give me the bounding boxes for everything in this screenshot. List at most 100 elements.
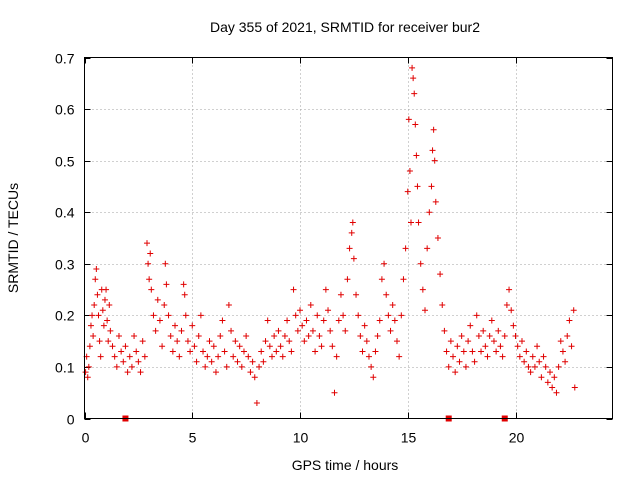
data-point	[404, 188, 411, 195]
data-point	[172, 322, 179, 329]
data-point	[228, 327, 235, 334]
data-point	[240, 348, 247, 355]
data-point	[256, 363, 263, 370]
data-point	[212, 369, 219, 376]
data-point	[99, 307, 106, 314]
x-tick-label: 0	[82, 430, 90, 446]
chart-title: Day 355 of 2021, SRMTID for receiver bur…	[210, 19, 480, 35]
data-point	[544, 379, 551, 386]
data-point	[462, 363, 469, 370]
data-point	[103, 286, 110, 293]
data-point	[482, 343, 489, 350]
y-tick-label: 0.5	[55, 154, 75, 170]
data-point	[387, 327, 394, 334]
data-point	[200, 348, 207, 355]
data-point	[312, 348, 319, 355]
data-point	[456, 358, 463, 365]
data-point	[178, 327, 185, 334]
data-point	[206, 338, 213, 345]
data-point	[162, 260, 169, 267]
data-point	[426, 209, 433, 216]
plot-frame	[84, 57, 613, 419]
data-point	[529, 353, 536, 360]
data-point	[342, 327, 349, 334]
data-point	[516, 353, 523, 360]
data-point	[262, 338, 269, 345]
data-point	[432, 198, 439, 205]
data-point	[137, 369, 144, 376]
data-point	[288, 348, 295, 355]
data-point	[353, 291, 360, 298]
data-point	[551, 374, 558, 381]
data-point	[361, 322, 368, 329]
data-point	[111, 353, 118, 360]
y-tick-label: 0.6	[55, 102, 75, 118]
data-point	[346, 245, 353, 252]
data-point	[92, 276, 99, 283]
data-point	[148, 286, 155, 293]
data-point	[126, 353, 133, 360]
data-point	[434, 235, 441, 241]
data-point	[441, 327, 448, 334]
data-point	[143, 240, 150, 247]
data-point	[437, 271, 444, 278]
data-point	[167, 332, 174, 339]
data-point	[243, 332, 250, 339]
data-point	[396, 353, 403, 360]
data-point	[495, 327, 502, 334]
data-point	[536, 358, 543, 365]
data-point	[124, 369, 131, 376]
data-point	[363, 338, 370, 345]
data-point	[150, 312, 157, 319]
data-point	[410, 75, 417, 82]
data-point	[105, 338, 112, 345]
data-point	[86, 343, 93, 350]
data-point	[87, 322, 94, 329]
data-point	[471, 358, 478, 365]
data-point	[430, 126, 437, 133]
data-point	[204, 353, 211, 360]
data-point	[271, 332, 278, 339]
data-point	[549, 384, 556, 391]
data-point	[318, 343, 325, 350]
data-point	[383, 291, 390, 298]
data-point	[84, 374, 91, 381]
data-point	[277, 343, 284, 350]
data-point	[208, 358, 215, 365]
data-point	[570, 307, 577, 314]
x-tick-labels: 0 5 10 15 20	[82, 430, 525, 446]
data-point	[146, 276, 153, 283]
data-point	[439, 302, 446, 309]
data-point	[174, 338, 181, 345]
data-point	[393, 338, 400, 345]
data-point	[484, 353, 491, 360]
data-point	[540, 353, 547, 360]
data-point	[247, 369, 254, 376]
data-point	[197, 312, 204, 319]
data-point	[350, 255, 357, 262]
data-point	[251, 374, 258, 381]
data-point	[422, 307, 429, 314]
data-point	[398, 312, 405, 319]
data-point	[238, 363, 245, 370]
x-tick-label: 15	[401, 430, 417, 446]
data-point	[429, 147, 436, 154]
data-point	[299, 322, 306, 329]
data-point	[480, 327, 487, 334]
data-point	[327, 327, 334, 334]
data-point	[497, 343, 504, 350]
data-point	[141, 353, 148, 360]
data-point	[488, 317, 495, 324]
data-point	[258, 348, 265, 355]
data-point	[128, 363, 135, 370]
data-point	[478, 348, 485, 355]
data-point	[407, 219, 414, 226]
data-point	[232, 338, 239, 345]
data-point	[378, 276, 385, 283]
data-point	[223, 363, 230, 370]
data-point	[234, 358, 241, 365]
data-point	[510, 322, 517, 329]
data-point	[431, 157, 438, 164]
data-point	[368, 363, 375, 370]
